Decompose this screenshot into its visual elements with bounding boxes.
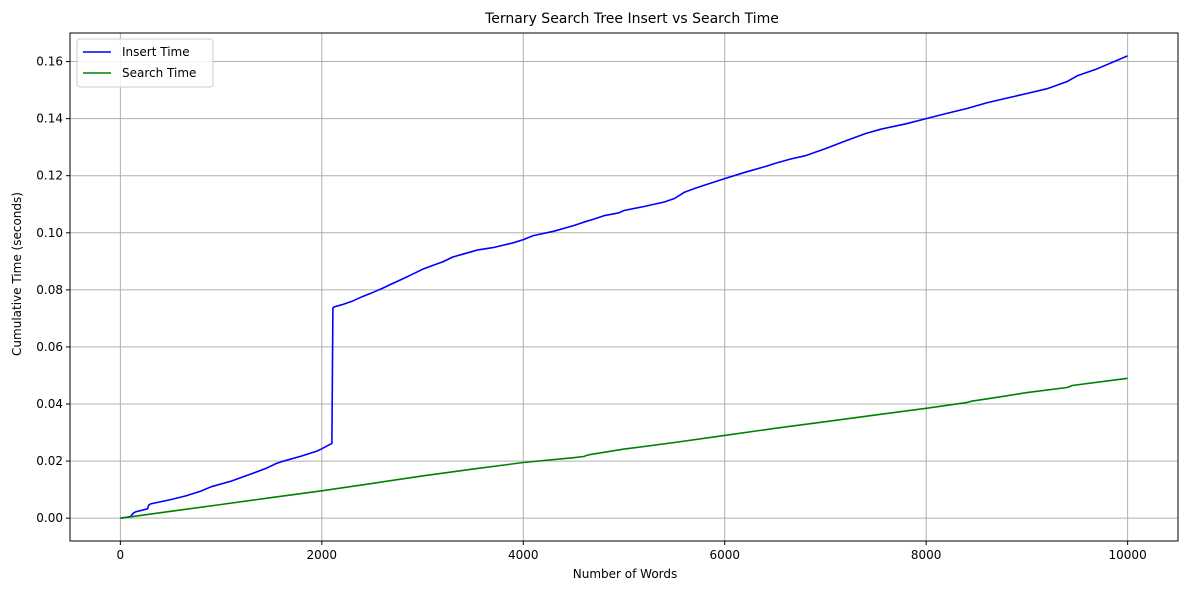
series-line-search-time [120,377,1128,519]
y-tick-label: 0.10 [36,226,63,240]
x-axis-label: Number of Words [573,567,678,581]
y-axis-label: Cumulative Time (seconds) [10,192,24,356]
y-axis: 0.00 0.02 0.04 0.06 0.08 0.10 0.12 0.14 0.16 [36,55,70,525]
x-tick-label: 0 [117,548,125,562]
y-tick-label: 0.16 [36,55,63,69]
legend-label-insert-time: Insert Time [122,45,190,59]
y-tick-label: 0.04 [36,397,63,411]
x-tick-label: 10000 [1109,548,1147,562]
y-tick-label: 0.02 [36,454,63,468]
series-line-insert-time [120,55,1128,519]
legend: Insert Time Search Time [76,38,214,88]
x-tick-label: 4000 [508,548,539,562]
legend-label-search-time: Search Time [122,66,196,80]
series-layer [120,55,1128,519]
plot-frame [69,32,1179,542]
x-axis: 0 2000 4000 6000 8000 10000 [117,541,1147,562]
x-tick-label: 8000 [911,548,942,562]
grid [70,33,1178,541]
chart-title: Ternary Search Tree Insert vs Search Tim… [484,11,779,27]
x-tick-label: 6000 [709,548,740,562]
y-tick-label: 0.06 [36,340,63,354]
x-tick-label: 2000 [307,548,338,562]
y-tick-label: 0.08 [36,283,63,297]
y-tick-label: 0.00 [36,511,63,525]
y-tick-label: 0.12 [36,169,63,183]
y-tick-label: 0.14 [36,112,63,126]
legend-box [76,38,214,88]
